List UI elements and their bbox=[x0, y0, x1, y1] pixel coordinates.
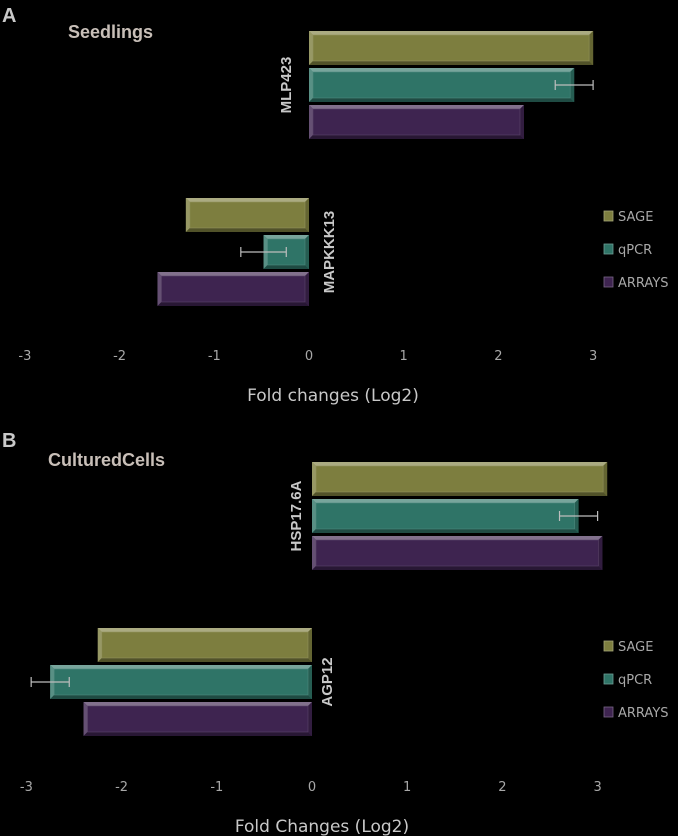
x-tick-label: 1 bbox=[403, 780, 411, 795]
bar-agp12-arrays bbox=[83, 702, 313, 736]
x-tick-label: 2 bbox=[498, 780, 506, 795]
gene-label-mlp423: MLP423 bbox=[278, 57, 295, 114]
x-tick-label: -2 bbox=[113, 349, 126, 364]
x-tick-label: 0 bbox=[308, 780, 316, 795]
panel-a-x-ticks: -3 -2 -1 0 1 2 3 bbox=[18, 349, 597, 364]
panel-b-x-axis-label: Fold Changes (Log2) bbox=[235, 817, 409, 836]
error-bar-mapkkk13 bbox=[240, 247, 287, 257]
bar-agp12-sage bbox=[97, 628, 312, 662]
legend-label: ARRAYS bbox=[618, 276, 669, 291]
gene-label-agp12: AGP12 bbox=[319, 657, 336, 706]
bar-hsp17-6a-arrays bbox=[312, 536, 603, 570]
bar-mapkkk13-arrays bbox=[157, 272, 309, 306]
legend-label: SAGE bbox=[618, 640, 653, 655]
x-tick-label: 3 bbox=[593, 780, 601, 795]
x-tick-label: -2 bbox=[115, 780, 128, 795]
panel-a-bars bbox=[157, 31, 594, 306]
x-tick-label: -3 bbox=[20, 780, 33, 795]
error-bar-hsp17-6a bbox=[558, 511, 599, 521]
x-tick-label: 1 bbox=[400, 349, 408, 364]
legend-item-sage: SAGE bbox=[603, 640, 653, 655]
legend-item-arrays: ARRAYS bbox=[603, 276, 669, 291]
panel-b-title: CulturedCells bbox=[48, 450, 165, 470]
legend-item-sage: SAGE bbox=[603, 210, 653, 225]
legend-item-arrays: ARRAYS bbox=[603, 706, 669, 721]
bar-mlp423-sage bbox=[309, 31, 594, 65]
x-tick-label: -3 bbox=[18, 349, 31, 364]
x-tick-label: -1 bbox=[210, 780, 223, 795]
panel-b-x-ticks: -3 -2 -1 0 1 2 3 bbox=[20, 780, 602, 795]
panel-a-letter: A bbox=[2, 5, 16, 27]
error-bar-agp12 bbox=[30, 677, 70, 687]
bar-hsp17-6a-qpcr bbox=[312, 499, 579, 533]
panel-b-bars bbox=[30, 462, 608, 736]
error-bar-mlp423 bbox=[554, 80, 594, 90]
legend-label: SAGE bbox=[618, 210, 653, 225]
x-tick-label: 0 bbox=[305, 349, 313, 364]
panel-a: A Seedlings Fold changes (Log2) -3 -2 -1 0 1… bbox=[2, 5, 669, 406]
x-tick-label: 3 bbox=[589, 349, 597, 364]
bar-agp12-qpcr bbox=[50, 665, 312, 699]
legend-label: qPCR bbox=[618, 243, 652, 258]
legend-label: ARRAYS bbox=[618, 706, 669, 721]
panel-a-legend: SAGE qPCR ARRAYS bbox=[603, 210, 669, 291]
bar-mlp423-qpcr bbox=[309, 68, 575, 102]
panel-a-title: Seedlings bbox=[68, 22, 153, 42]
panel-b-letter: B bbox=[2, 430, 16, 452]
gene-label-mapkkk13: MAPKKK13 bbox=[321, 211, 338, 294]
legend-item-qpcr: qPCR bbox=[603, 243, 652, 258]
panel-b: B CulturedCells Fold Changes (Log2) -3 -2… bbox=[2, 430, 669, 836]
panel-b-gene-labels: HSP17.6A AGP12 bbox=[288, 480, 336, 706]
panel-a-gene-labels: MLP423 MAPKKK13 bbox=[278, 57, 338, 294]
legend-item-qpcr: qPCR bbox=[603, 673, 652, 688]
bar-mlp423-arrays bbox=[309, 105, 524, 139]
bar-hsp17-6a-sage bbox=[312, 462, 608, 496]
bar-mapkkk13-sage bbox=[185, 198, 309, 232]
legend-label: qPCR bbox=[618, 673, 652, 688]
x-tick-label: -1 bbox=[208, 349, 221, 364]
panel-b-legend: SAGE qPCR ARRAYS bbox=[603, 640, 669, 721]
x-tick-label: 2 bbox=[494, 349, 502, 364]
panel-a-x-axis-label: Fold changes (Log2) bbox=[247, 386, 419, 406]
gene-label-hsp17-6a: HSP17.6A bbox=[288, 480, 305, 551]
